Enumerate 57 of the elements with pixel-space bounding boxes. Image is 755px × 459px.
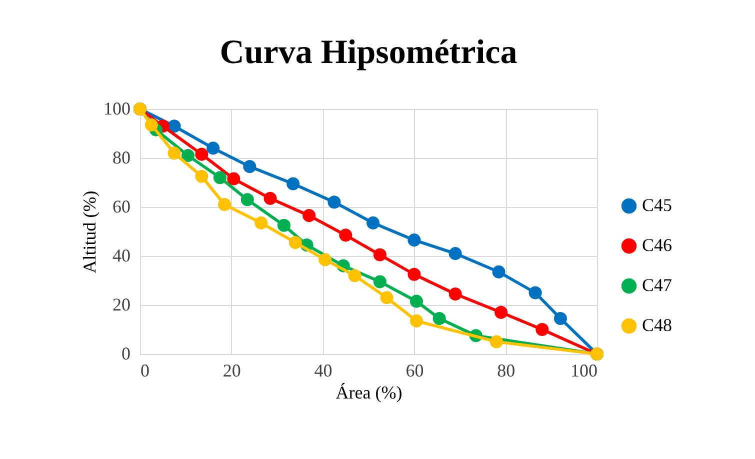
point [408, 234, 421, 247]
point [328, 196, 341, 209]
point [240, 193, 254, 206]
point [339, 228, 352, 242]
point [195, 170, 208, 183]
point [410, 294, 424, 308]
point [492, 265, 506, 278]
y-tick-label: 0 [122, 344, 130, 364]
point [373, 275, 386, 288]
point [302, 209, 316, 222]
point [366, 216, 380, 230]
x-tick-label: 20 [222, 360, 241, 380]
point [554, 312, 567, 325]
y-tick-label: 20 [112, 294, 130, 314]
y-tick-label: 80 [112, 148, 130, 168]
chart-title: Curva Hipsométrica [220, 34, 518, 71]
y-axis-title: Altitud (%) [80, 190, 100, 274]
point [243, 160, 256, 174]
point [410, 314, 424, 328]
x-tick-label: 80 [497, 360, 516, 380]
point [213, 171, 226, 184]
point [448, 287, 462, 300]
x-axis-title: Área (%) [336, 382, 402, 402]
point [348, 269, 362, 282]
x-tick-label: 60 [406, 360, 424, 380]
x-tick-label: 40 [314, 360, 332, 380]
point [195, 148, 208, 161]
point [288, 236, 302, 250]
legend-label: C48 [642, 315, 672, 335]
y-tick-label: 60 [112, 196, 130, 216]
point [254, 216, 268, 230]
point [380, 291, 394, 304]
point [218, 198, 232, 212]
y-tick-label: 100 [104, 98, 130, 118]
point [408, 268, 421, 281]
point [318, 253, 332, 266]
point [528, 286, 542, 300]
legend-label: C47 [642, 275, 672, 295]
point [432, 312, 446, 325]
point [181, 149, 195, 162]
y-tick-label: 40 [112, 246, 130, 266]
legend-label: C45 [642, 195, 672, 215]
legend-label: C46 [642, 235, 672, 255]
point [490, 335, 503, 348]
point [264, 192, 277, 205]
point [536, 322, 549, 336]
point [277, 218, 290, 232]
point [227, 172, 240, 186]
point [286, 177, 300, 190]
point [144, 118, 158, 132]
point [206, 142, 220, 155]
x-tick-label: 0 [140, 360, 150, 380]
point [448, 247, 462, 260]
point [494, 306, 508, 319]
point [373, 248, 386, 262]
x-tick-label: 100 [570, 360, 598, 380]
point [168, 146, 181, 160]
